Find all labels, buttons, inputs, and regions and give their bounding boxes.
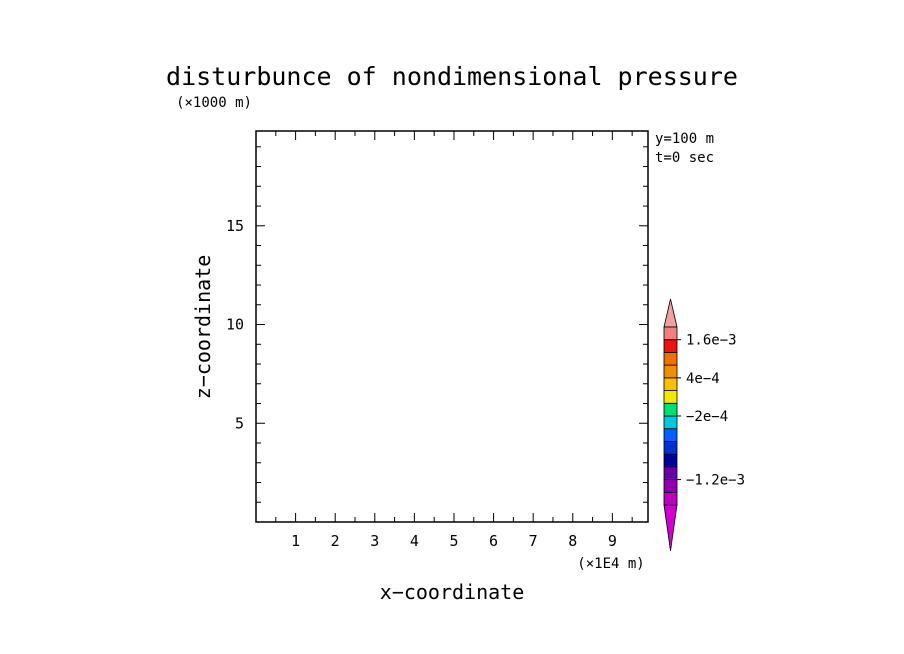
y-tick-label: 15 xyxy=(226,217,244,235)
x-tick-label: 7 xyxy=(529,532,538,550)
x-axis-label: x−coordinate xyxy=(380,580,525,604)
colorbar-bin xyxy=(663,402,678,417)
colorbar-bin xyxy=(663,479,678,493)
x-unit-label: (×1E4 m) xyxy=(577,556,644,572)
colorbar-label: −1.2e−3 xyxy=(686,473,745,489)
chart-title: disturbunce of nondimensional pressure xyxy=(166,62,738,91)
x-tick-label: 8 xyxy=(568,532,577,550)
x-tick-label: 4 xyxy=(410,532,419,550)
y-unit-label: (×1000 m) xyxy=(176,95,252,111)
plot-frame xyxy=(255,130,649,523)
x-tick-label: 6 xyxy=(489,532,498,550)
plot-area: 1 2 3 4 5 6 7 8 9 5 10 15 xyxy=(226,130,649,550)
x-tick-label: 1 xyxy=(291,532,300,550)
colorbar-bin xyxy=(663,453,678,468)
colorbar-bin xyxy=(663,352,678,366)
y-tick-label: 10 xyxy=(226,316,244,334)
colorbar-bin xyxy=(663,415,678,430)
colorbar-extend-bottom xyxy=(663,504,678,552)
colorbar-bin xyxy=(663,326,678,341)
colorbar-label: 4e−4 xyxy=(686,371,720,387)
colorbar-bin xyxy=(663,491,678,506)
x-tick-label: 5 xyxy=(449,532,458,550)
colorbar-bin xyxy=(663,390,678,404)
x-tick-label: 2 xyxy=(331,532,340,550)
colorbar-bin xyxy=(663,441,678,455)
y-tick-label: 5 xyxy=(235,414,244,432)
colorbar-bin xyxy=(663,364,678,379)
x-tick-label: 3 xyxy=(370,532,379,550)
colorbar-bin xyxy=(663,339,678,353)
colorbar-bin xyxy=(663,428,678,442)
ticks-layer: 1 2 3 4 5 6 7 8 9 5 10 15 xyxy=(226,131,648,550)
y-axis-label: z−coordinate xyxy=(191,255,215,400)
annotation-t: t=0 sec xyxy=(655,150,714,166)
colorbar-label: 1.6e−3 xyxy=(686,333,737,349)
colorbar: 1.6e−3 4e−4 −2e−4 −1.2e−3 xyxy=(663,298,745,552)
colorbar-label: −2e−4 xyxy=(686,409,728,425)
annotation-y: y=100 m xyxy=(655,131,714,147)
colorbar-extend-top xyxy=(663,298,678,328)
colorbar-bin xyxy=(663,466,678,480)
colorbar-bin xyxy=(663,377,678,391)
x-tick-label: 9 xyxy=(608,532,617,550)
